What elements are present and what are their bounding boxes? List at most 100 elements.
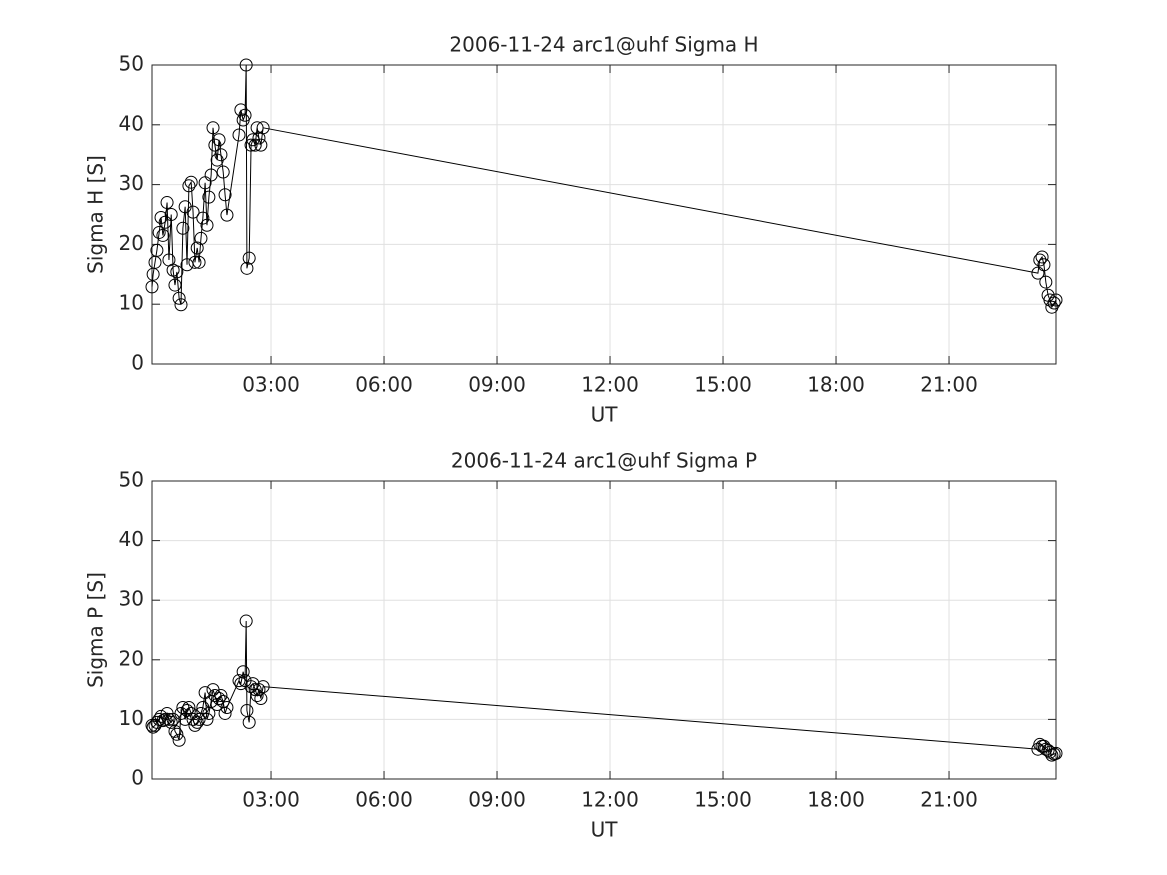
data-point [150, 243, 164, 257]
y-tick-label: 30 [119, 587, 144, 611]
x-tick-label: 15:00 [694, 373, 752, 397]
data-point [172, 291, 186, 305]
x-tick-label: 12:00 [581, 788, 639, 812]
data-point [239, 614, 253, 628]
data-point [156, 714, 170, 728]
data-point [200, 218, 214, 232]
y-tick-label: 0 [131, 766, 144, 790]
x-tick-label: 09:00 [468, 373, 526, 397]
x-tick-label: 03:00 [242, 788, 300, 812]
data-point [239, 58, 253, 72]
data-point [1047, 296, 1061, 310]
data-point [250, 689, 264, 703]
data-point [196, 211, 210, 225]
data-point [236, 665, 250, 679]
x-axis-label: UT [591, 403, 619, 427]
x-tick-label: 18:00 [807, 373, 865, 397]
data-point [164, 208, 178, 221]
y-tick-label: 40 [119, 527, 144, 551]
chart-title: 2006-11-24 arc1@uhf Sigma P [451, 449, 757, 473]
data-point [200, 712, 214, 726]
data-point [256, 121, 270, 135]
data-point [182, 700, 196, 714]
data-point [1033, 253, 1047, 267]
data-point [176, 221, 190, 235]
data-point [232, 674, 246, 688]
y-tick-label: 10 [119, 291, 144, 315]
data-point [182, 179, 196, 193]
data-point [232, 128, 246, 142]
data-point [220, 208, 234, 222]
data-point [220, 700, 234, 714]
data-point [190, 715, 204, 729]
data-point [212, 133, 226, 147]
data-point [198, 686, 212, 700]
subplot: 0 10 20 30 40 50 03:00 06:00 09:00 12:00 15:00 18:0… [84, 33, 1063, 427]
data-point [188, 255, 202, 269]
subplot: 0 10 20 30 40 50 03:00 06:00 09:00 12:00 15:00 18:0… [84, 449, 1063, 842]
axes-box [151, 64, 1057, 365]
axes-box [151, 480, 1057, 780]
data-point [250, 121, 264, 135]
x-tick-label: 21:00 [920, 788, 978, 812]
y-tick-label: 10 [119, 706, 144, 730]
x-tick-label: 12:00 [581, 373, 639, 397]
x-tick-label: 18:00 [807, 788, 865, 812]
data-point [242, 715, 256, 729]
data-point [206, 121, 220, 135]
data-point [238, 108, 252, 122]
data-point [186, 205, 200, 219]
data-point [212, 692, 226, 706]
y-tick-label: 20 [119, 231, 144, 255]
data-point [156, 228, 170, 242]
x-axis-label: UT [591, 818, 619, 842]
data-point [158, 712, 172, 726]
data-point [240, 261, 254, 275]
x-tick-label: 15:00 [694, 788, 752, 812]
data-point [256, 680, 270, 694]
data-point [168, 278, 182, 292]
y-tick-label: 20 [119, 646, 144, 670]
data-point [216, 165, 230, 179]
data-point [160, 196, 174, 210]
data-point [170, 727, 184, 741]
data-point [1043, 293, 1057, 307]
data-point [172, 733, 186, 747]
data-point [214, 148, 228, 162]
data-point [202, 190, 216, 204]
data-point [252, 683, 266, 697]
data-point [244, 138, 258, 152]
data-point [242, 251, 256, 265]
y-tick-label: 50 [119, 52, 144, 76]
data-point [180, 258, 194, 272]
data-point [162, 712, 176, 726]
data-point [164, 715, 178, 729]
data-point [145, 280, 159, 294]
data-point [204, 168, 218, 182]
data-point [190, 241, 204, 255]
data-point [1049, 293, 1063, 307]
data-point [168, 724, 182, 738]
y-tick-label: 30 [119, 171, 144, 195]
data-point [210, 698, 224, 711]
chart-title: 2006-11-24 arc1@uhf Sigma H [449, 33, 758, 57]
data-point [254, 138, 268, 152]
y-axis-label: Sigma P [S] [84, 572, 108, 688]
plot-area [152, 65, 1056, 364]
data-point [192, 255, 206, 269]
y-tick-label: 50 [119, 468, 144, 492]
x-tick-label: 21:00 [920, 373, 978, 397]
data-point [154, 210, 168, 224]
data-point [192, 712, 206, 726]
y-tick-label: 40 [119, 111, 144, 135]
data-point [184, 175, 198, 189]
plot-area [152, 481, 1056, 779]
data-point [1035, 250, 1049, 264]
data-point [174, 298, 188, 312]
y-axis-label: Sigma H [S] [84, 155, 108, 274]
data-point [1037, 258, 1051, 272]
x-tick-label: 06:00 [355, 373, 413, 397]
data-point [152, 225, 166, 239]
x-tick-label: 03:00 [242, 373, 300, 397]
